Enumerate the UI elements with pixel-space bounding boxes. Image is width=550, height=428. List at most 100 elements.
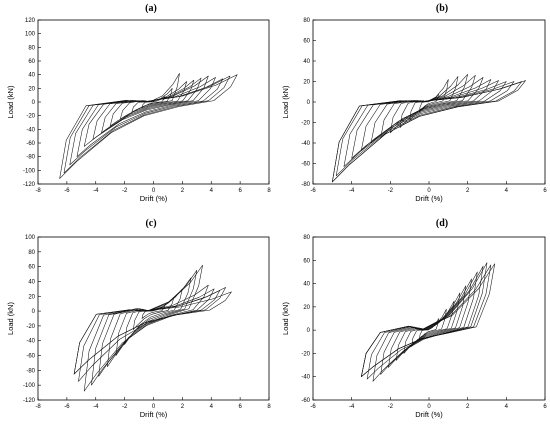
chart-panel-0: -8 -6 -4 -2 0 2 4 6 8-120-100-80-60-40-200204060… [6,3,271,203]
y-tick-label: -80 [26,155,35,161]
x-tick-label: 4 [505,404,509,410]
y-tick-label: 0 [307,328,311,334]
x-tick-label: -6 [310,188,316,194]
y-tick-label: 20 [303,80,310,86]
hysteresis-cycle-4 [101,79,195,134]
y-tick-label: -40 [301,141,310,147]
x-tick-label: 2 [466,404,470,410]
y-tick-label: -100 [23,383,36,389]
hysteresis-cycle-7 [76,77,216,157]
y-tick-label: -80 [26,368,35,374]
y-tick-label: -40 [301,375,310,381]
hysteresis-loops [361,262,496,382]
x-tick-label: 8 [267,188,271,194]
hysteresis-cycle-3 [395,292,461,361]
y-tick-label: -80 [301,182,310,188]
hysteresis-cycle-6 [91,284,209,386]
x-tick-label: 4 [210,188,214,194]
x-tick-label: 0 [152,188,156,194]
y-tick-label: -60 [301,162,310,168]
y-tick-label: 60 [28,265,35,271]
chart-panel-2: -8 -6 -4 -2 0 2 4 6 8-120-100-80-60-40-200204060… [6,218,271,419]
x-tick-label: 6 [238,188,242,194]
hysteresis-cycle-8 [343,81,507,167]
x-tick-label: -2 [388,188,394,194]
hysteresis-cycle-7 [351,80,499,159]
y-tick-label: 40 [303,282,310,288]
panel-title: (d) [436,218,448,229]
y-tick-label: -60 [26,141,35,147]
x-axis-label: Drift (%) [415,410,443,419]
y-tick-label: 80 [303,235,310,241]
y-tick-label: 80 [28,250,35,256]
y-tick-label: 100 [25,32,36,38]
y-tick-label: 20 [28,86,35,92]
x-tick-label: 2 [181,188,185,194]
plot-frame [37,236,270,401]
x-tick-label: 6 [238,404,242,410]
x-tick-label: 2 [181,404,185,410]
hysteresis-loops [73,264,232,392]
plot-frame [312,19,546,185]
hysteresis-cycle-9 [63,75,231,174]
hysteresis-cycle-5 [370,77,484,144]
x-tick-label: -4 [349,188,355,194]
hysteresis-cycle-4 [107,270,198,367]
x-tick-label: -2 [122,188,128,194]
y-tick-label: 40 [303,59,310,65]
x-tick-label: -4 [349,404,355,410]
hysteresis-cycle-10 [332,81,523,183]
panel-title: (a) [145,3,157,14]
hysteresis-loops [332,74,526,183]
x-tick-label: -4 [93,404,99,410]
x-axis-label: Drift (%) [140,410,168,419]
y-axis-label: Load (kN) [281,302,290,335]
y-tick-label: 80 [28,45,35,51]
hysteresis-cycle-6 [361,79,492,151]
plot-frame [312,236,546,401]
hysteresis-cycle-9 [361,264,492,377]
hysteresis-cycle-3 [390,74,468,134]
x-tick-label: 0 [152,404,156,410]
x-tick-label: -4 [93,188,99,194]
hysteresis-cycle-1 [411,308,447,347]
hysteresis-cycle-6 [83,75,209,147]
y-tick-label: 60 [28,59,35,65]
hysteresis-cycle-10 [73,291,232,375]
hysteresis-cycle-6 [372,271,478,382]
x-axis-label: Drift (%) [140,194,168,203]
x-tick-label: 6 [543,188,547,194]
hysteresis-cycle-7 [366,265,484,380]
y-tick-label: -120 [23,182,36,188]
y-tick-label: 80 [303,18,310,24]
x-tick-label: -6 [64,188,70,194]
y-tick-label: 0 [32,309,36,315]
y-axis-label: Load (kN) [281,85,290,118]
hysteresis-cycle-8 [361,262,488,377]
hysteresis-cycle-7 [83,288,215,392]
y-tick-label: -40 [26,127,35,133]
x-tick-label: 0 [427,404,431,410]
hysteresis-cycle-2 [120,73,180,120]
y-tick-label: -20 [301,121,310,127]
x-tick-label: -2 [388,404,394,410]
x-tick-label: 4 [505,188,509,194]
panel-title: (c) [145,218,156,229]
hysteresis-cycle-5 [380,278,472,375]
hysteresis-cycle-10 [361,263,496,377]
y-tick-label: 0 [307,100,311,106]
x-tick-label: -2 [122,404,128,410]
y-tick-label: -20 [26,114,35,120]
y-tick-label: -120 [23,398,36,404]
x-tick-label: 8 [267,404,271,410]
y-tick-label: 120 [25,18,36,24]
hysteresis-cycle-1 [409,79,449,121]
hysteresis-cycle-3 [115,277,192,356]
x-tick-label: 4 [210,404,214,410]
hysteresis-cycle-11 [332,80,526,183]
y-tick-label: -40 [26,339,35,345]
hysteresis-cycle-2 [399,76,459,128]
